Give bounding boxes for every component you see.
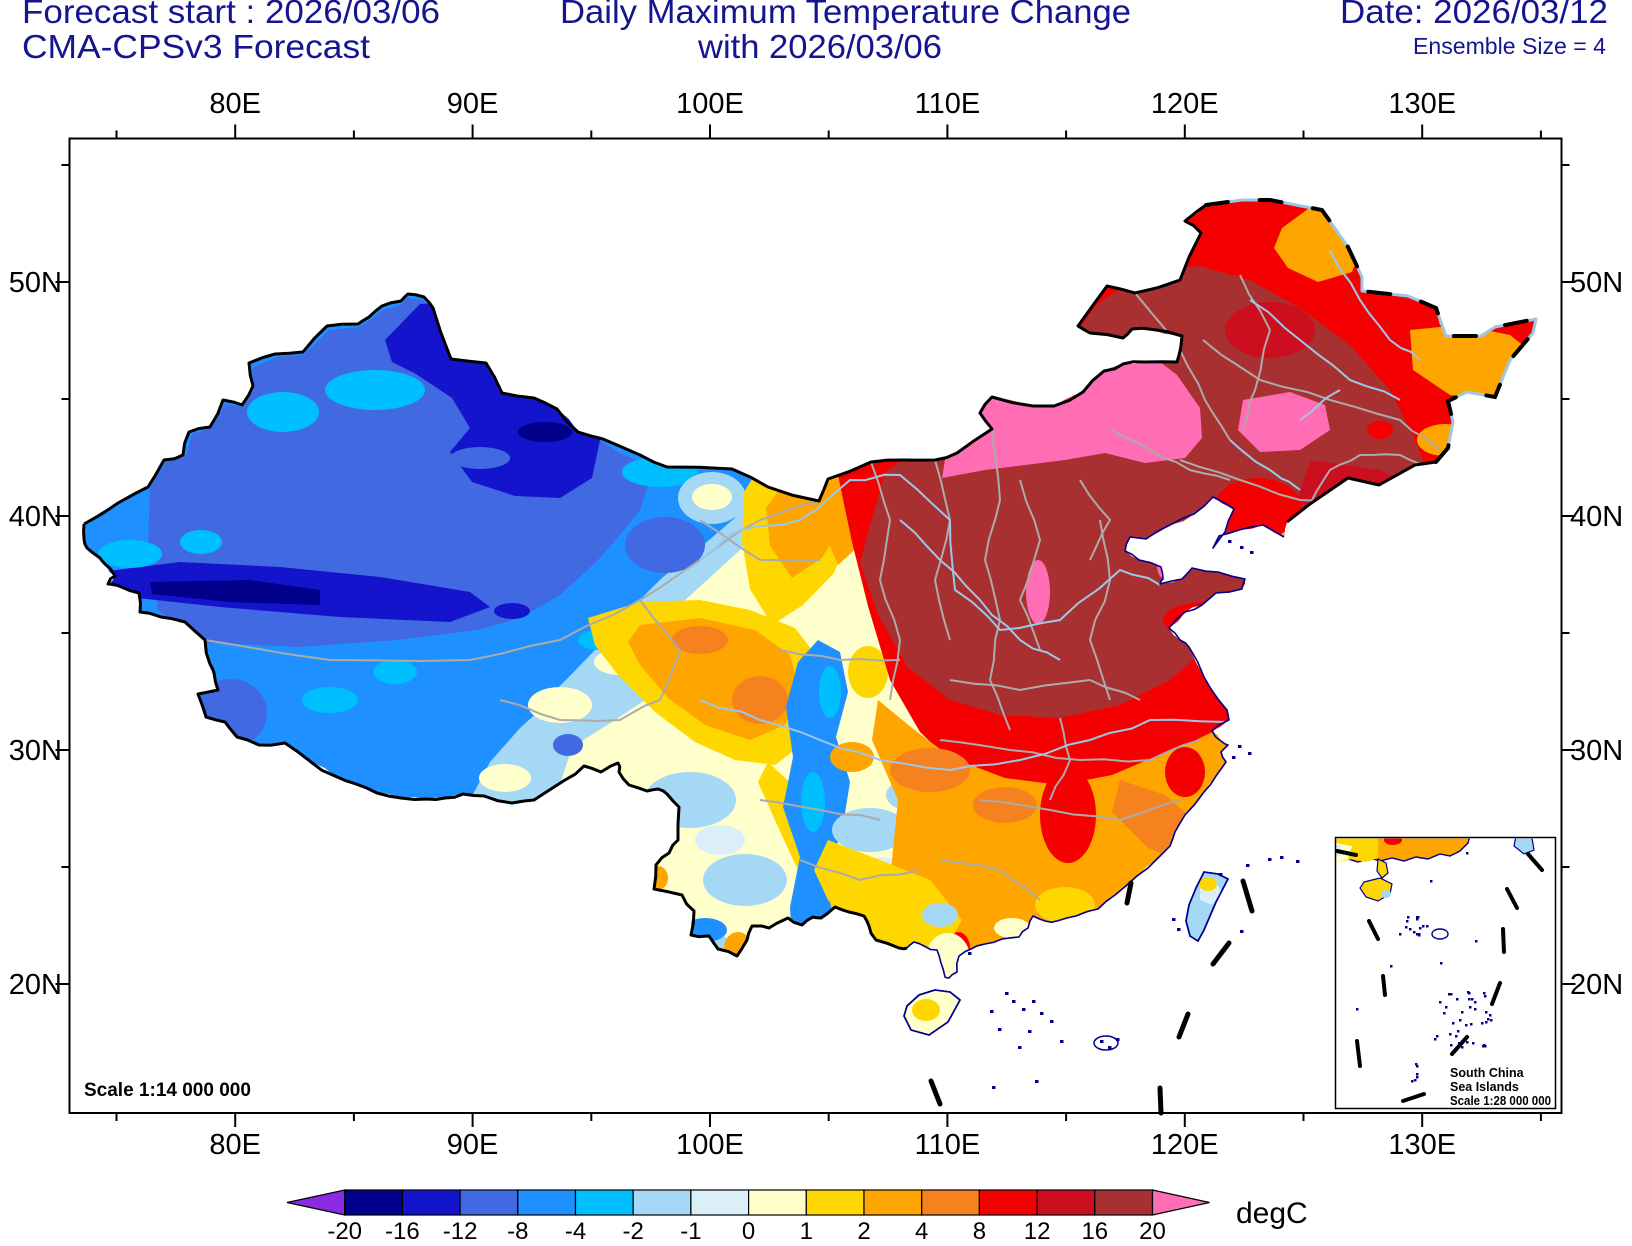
svg-text:90E: 90E: [447, 1129, 499, 1161]
svg-text:0: 0: [742, 1218, 755, 1241]
svg-text:110E: 110E: [915, 88, 981, 120]
svg-text:South China: South China: [1450, 1066, 1525, 1080]
svg-text:-1: -1: [680, 1218, 701, 1241]
svg-text:30N: 30N: [1570, 735, 1623, 767]
svg-text:16: 16: [1081, 1218, 1108, 1241]
svg-text:120E: 120E: [1151, 1129, 1219, 1161]
svg-text:80E: 80E: [209, 1129, 261, 1161]
svg-text:-20: -20: [327, 1218, 362, 1241]
svg-text:110E: 110E: [915, 1129, 981, 1161]
svg-text:40N: 40N: [9, 501, 62, 533]
svg-text:30N: 30N: [9, 735, 62, 767]
svg-text:-8: -8: [507, 1218, 528, 1241]
svg-text:130E: 130E: [1388, 88, 1456, 120]
svg-text:Scale 1:28 000 000: Scale 1:28 000 000: [1450, 1094, 1551, 1108]
svg-text:1: 1: [800, 1218, 813, 1241]
svg-text:100E: 100E: [676, 88, 744, 120]
svg-text:80E: 80E: [209, 88, 261, 120]
svg-text:Forecast start : 2026/03/06: Forecast start : 2026/03/06: [22, 0, 440, 30]
svg-text:degC: degC: [1236, 1197, 1308, 1230]
svg-text:Sea Islands: Sea Islands: [1450, 1080, 1519, 1094]
svg-text:CMA-CPSv3 Forecast: CMA-CPSv3 Forecast: [22, 28, 370, 65]
svg-text:with 2026/03/06: with 2026/03/06: [697, 28, 942, 65]
svg-text:8: 8: [973, 1218, 986, 1241]
svg-text:130E: 130E: [1388, 1129, 1456, 1161]
svg-text:Ensemble Size = 4: Ensemble Size = 4: [1413, 33, 1606, 59]
svg-text:40N: 40N: [1570, 501, 1623, 533]
svg-text:Date: 2026/03/12: Date: 2026/03/12: [1340, 0, 1608, 30]
svg-text:Scale 1:14 000 000: Scale 1:14 000 000: [84, 1080, 251, 1101]
svg-text:90E: 90E: [447, 88, 499, 120]
svg-text:-16: -16: [385, 1218, 420, 1241]
svg-text:100E: 100E: [676, 1129, 744, 1161]
svg-text:50N: 50N: [9, 267, 62, 299]
svg-text:Daily Maximum Temperature Chan: Daily Maximum Temperature Change: [560, 0, 1131, 30]
svg-text:4: 4: [915, 1218, 928, 1241]
svg-text:20N: 20N: [1570, 969, 1623, 1001]
svg-text:50N: 50N: [1570, 267, 1623, 299]
svg-text:-4: -4: [565, 1218, 586, 1241]
svg-text:-12: -12: [443, 1218, 478, 1241]
svg-text:12: 12: [1024, 1218, 1051, 1241]
svg-text:20: 20: [1139, 1218, 1166, 1241]
svg-text:-2: -2: [623, 1218, 644, 1241]
svg-text:20N: 20N: [9, 969, 62, 1001]
svg-text:2: 2: [857, 1218, 870, 1241]
svg-text:120E: 120E: [1151, 88, 1219, 120]
